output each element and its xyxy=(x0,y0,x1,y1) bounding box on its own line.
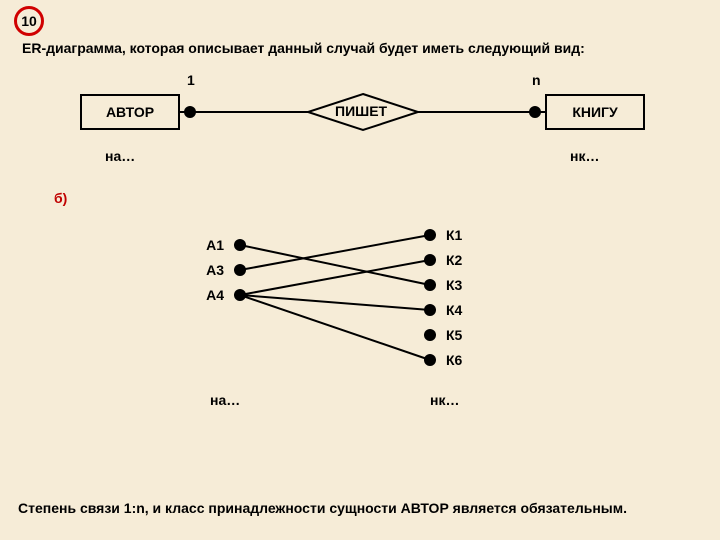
entity-right-note: нк… xyxy=(570,148,599,164)
svg-text:А3: А3 xyxy=(206,262,224,278)
er-svg xyxy=(0,0,720,200)
cardinality-left: 1 xyxy=(187,72,195,88)
svg-text:на…: на… xyxy=(210,392,240,408)
mapping-svg: А1 А3 А4 К1 К2 К3 К4 К5 К6 на… нк… xyxy=(60,220,620,440)
svg-text:А1: А1 xyxy=(206,237,224,253)
cardinality-right: n xyxy=(532,72,541,88)
svg-text:нк…: нк… xyxy=(430,392,459,408)
svg-text:К3: К3 xyxy=(446,277,463,293)
option-label: б) xyxy=(54,190,67,206)
svg-text:К6: К6 xyxy=(446,352,463,368)
footer-text: Степень связи 1:n, и класс принадлежност… xyxy=(18,500,627,516)
svg-text:А4: А4 xyxy=(206,287,224,303)
svg-text:К1: К1 xyxy=(446,227,463,243)
svg-text:К5: К5 xyxy=(446,327,463,343)
relation-label: ПИШЕТ xyxy=(335,103,387,119)
svg-text:К4: К4 xyxy=(446,302,463,318)
entity-left-note: на… xyxy=(105,148,135,164)
svg-text:К2: К2 xyxy=(446,252,463,268)
